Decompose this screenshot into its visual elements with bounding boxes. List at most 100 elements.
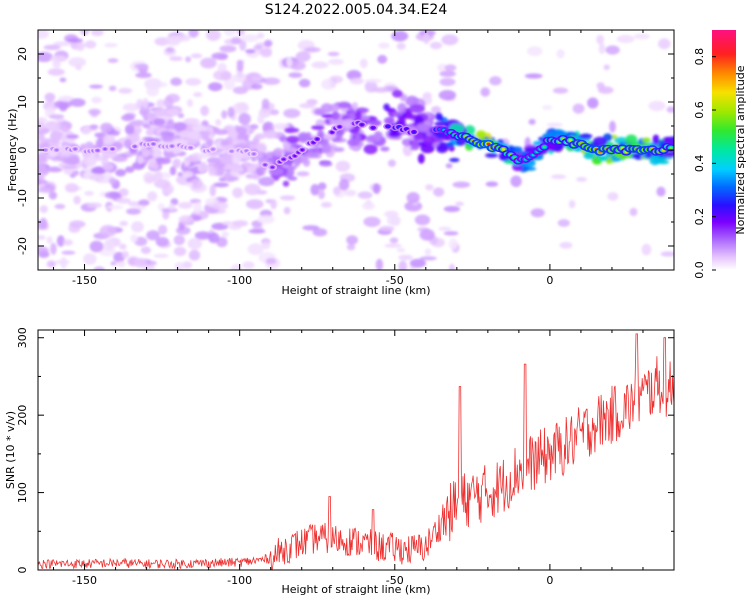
ridge-core xyxy=(245,149,248,152)
noise-blob xyxy=(91,30,104,37)
band-blob xyxy=(293,157,301,167)
band-blob xyxy=(214,129,228,135)
colorbar-gradient xyxy=(712,30,736,270)
noise-blob xyxy=(384,243,402,248)
noise-blob xyxy=(648,100,666,112)
noise-blob xyxy=(431,106,442,114)
noise-blob xyxy=(444,64,457,71)
noise-blob xyxy=(118,188,129,197)
noise-blob xyxy=(480,87,491,97)
noise-blob xyxy=(165,47,175,53)
noise-blob xyxy=(321,78,337,90)
band-blob xyxy=(363,144,378,155)
ridge-core xyxy=(282,158,286,161)
noise-blob xyxy=(38,246,49,254)
x-tick-label: -150 xyxy=(72,574,97,587)
noise-blob xyxy=(290,61,306,71)
noise-blob xyxy=(89,240,104,253)
noise-blob xyxy=(154,179,171,189)
noise-blob xyxy=(365,78,382,83)
noise-blob xyxy=(200,105,210,117)
noise-blob xyxy=(170,77,182,86)
noise-blob xyxy=(188,249,201,261)
band-blob xyxy=(410,146,419,151)
noise-blob xyxy=(230,36,242,45)
noise-blob xyxy=(328,58,344,65)
noise-blob xyxy=(656,186,666,197)
band-blob xyxy=(286,135,300,144)
noise-blob xyxy=(44,92,56,102)
y-tick-label: -10 xyxy=(16,189,29,207)
y-tick-label: 10 xyxy=(16,95,29,109)
spectrogram-x-axis-label: Height of straight line (km) xyxy=(281,284,430,297)
noise-blob xyxy=(208,82,223,92)
noise-blob xyxy=(211,52,228,60)
band-blob xyxy=(406,114,418,120)
noise-blob xyxy=(122,103,140,112)
noise-blob xyxy=(168,203,176,211)
colorbar-ticks: 0.0 0.2 0.4 0.6 0.8 xyxy=(693,48,716,279)
noise-blob xyxy=(161,172,172,179)
noise-blob xyxy=(208,232,220,244)
band-blob xyxy=(416,122,429,133)
noise-blob xyxy=(449,263,455,270)
noise-blob xyxy=(54,259,70,265)
noise-blob xyxy=(38,188,52,193)
band-blob xyxy=(103,134,116,145)
noise-blob xyxy=(46,166,63,173)
noise-blob xyxy=(443,205,461,213)
noise-blob xyxy=(346,243,356,251)
band-blob xyxy=(598,155,609,161)
band-blob xyxy=(155,157,172,165)
band-blob xyxy=(446,141,455,148)
band-blob xyxy=(649,154,661,166)
noise-blob xyxy=(47,68,65,76)
noise-blob xyxy=(147,191,158,202)
band-blob xyxy=(60,133,67,143)
noise-blob xyxy=(146,230,160,241)
noise-blob xyxy=(142,97,149,109)
noise-blob xyxy=(109,191,121,198)
noise-blob xyxy=(118,87,133,94)
band-blob xyxy=(354,133,361,144)
noise-blob xyxy=(363,216,381,227)
noise-blob xyxy=(389,237,399,244)
noise-blob xyxy=(485,181,499,187)
noise-blob xyxy=(69,220,86,228)
ridge-core xyxy=(293,154,297,158)
ridge-core xyxy=(568,138,573,142)
noise-blob xyxy=(419,30,436,37)
noise-blob xyxy=(175,34,191,42)
band-blob xyxy=(232,136,239,144)
band-blob xyxy=(512,164,523,172)
noise-blob xyxy=(89,84,103,89)
noise-blob xyxy=(173,234,185,246)
noise-blob xyxy=(372,183,381,195)
band-blob xyxy=(142,123,151,129)
band-blob xyxy=(39,138,56,143)
noise-blob xyxy=(609,120,616,133)
noise-blob xyxy=(49,114,65,120)
noise-blob xyxy=(248,229,266,234)
noise-blob xyxy=(257,32,265,39)
noise-blob xyxy=(226,176,240,181)
ridge-core xyxy=(55,148,58,152)
x-tick-label: -50 xyxy=(386,574,404,587)
ridge-core xyxy=(230,150,234,153)
noise-blob xyxy=(398,260,408,270)
noise-blob xyxy=(247,243,264,256)
ridge-core xyxy=(330,131,334,134)
ridge-core xyxy=(386,125,390,128)
ridge-core xyxy=(271,166,274,169)
noise-blob xyxy=(552,87,569,94)
noise-blob xyxy=(232,86,248,95)
noise-blob xyxy=(295,51,311,62)
noise-blob xyxy=(193,92,203,98)
noise-blob xyxy=(260,47,272,58)
band-blob xyxy=(250,124,259,130)
chart-title: S124.2022.005.04.34.E24 xyxy=(265,2,448,18)
noise-blob xyxy=(298,78,311,88)
noise-blob xyxy=(242,261,255,269)
noise-blob xyxy=(262,241,271,250)
band-blob xyxy=(398,116,406,126)
